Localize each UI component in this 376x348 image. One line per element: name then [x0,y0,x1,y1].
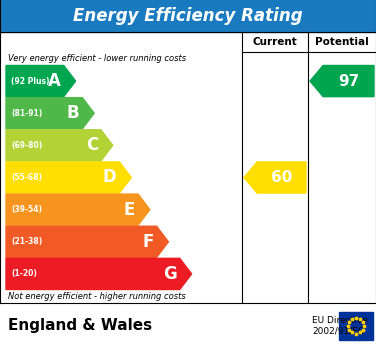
Text: 97: 97 [338,73,359,89]
Text: (1-20): (1-20) [11,269,37,278]
Polygon shape [6,65,76,97]
Text: B: B [67,104,79,122]
Text: Very energy efficient - lower running costs: Very energy efficient - lower running co… [8,54,186,63]
Text: Potential: Potential [315,37,369,47]
Text: Energy Efficiency Rating: Energy Efficiency Rating [73,7,303,25]
Text: F: F [142,233,153,251]
Text: 60: 60 [271,170,292,185]
Bar [0,0,376,32]
Text: D: D [103,168,117,187]
Text: (39-54): (39-54) [11,205,42,214]
Text: (21-38): (21-38) [11,237,42,246]
Polygon shape [6,194,150,225]
Text: C: C [86,136,98,155]
Text: (55-68): (55-68) [11,173,42,182]
Text: 2002/91/EC: 2002/91/EC [312,326,364,335]
Polygon shape [6,98,94,129]
Polygon shape [6,130,113,161]
Text: (69-80): (69-80) [11,141,42,150]
Text: Current: Current [253,37,297,47]
Text: England & Wales: England & Wales [8,318,152,333]
Polygon shape [244,162,306,193]
Text: Not energy efficient - higher running costs: Not energy efficient - higher running co… [8,292,186,301]
Polygon shape [6,226,168,258]
Text: A: A [48,72,61,90]
Text: (92 Plus): (92 Plus) [11,77,50,86]
Text: EU Directive: EU Directive [312,316,368,325]
Bar [339,311,373,340]
Text: G: G [163,265,177,283]
Polygon shape [6,258,192,290]
Text: (81-91): (81-91) [11,109,42,118]
Text: E: E [124,201,135,219]
Polygon shape [310,65,374,97]
Polygon shape [6,162,131,193]
